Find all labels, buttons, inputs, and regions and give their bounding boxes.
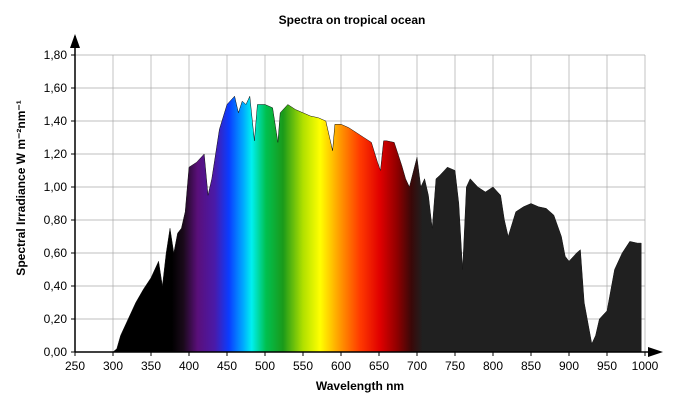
y-tick-label: 1,00 (44, 180, 68, 194)
x-tick-label: 600 (331, 359, 351, 373)
x-tick-label: 900 (559, 359, 579, 373)
y-tick-label: 1,60 (44, 81, 68, 95)
x-tick-label: 750 (445, 359, 465, 373)
x-axis-label: Wavelength nm (316, 379, 404, 393)
y-tick-label: 1,20 (44, 147, 68, 161)
x-tick-label: 700 (407, 359, 427, 373)
x-tick-label: 400 (179, 359, 199, 373)
x-axis-arrow-icon (648, 347, 663, 357)
y-tick-label: 0,00 (44, 345, 68, 359)
x-tick-label: 550 (293, 359, 313, 373)
x-tick-label: 250 (65, 359, 85, 373)
y-tick-label: 1,80 (44, 48, 68, 62)
y-tick-label: 0,60 (44, 246, 68, 260)
y-axis-arrow-icon (70, 34, 80, 48)
x-tick-label: 350 (141, 359, 161, 373)
chart-title: Spectra on tropical ocean (279, 13, 426, 27)
x-tick-label: 950 (597, 359, 617, 373)
x-tick-label: 850 (521, 359, 541, 373)
x-tick-label: 800 (483, 359, 503, 373)
y-tick-label: 1,40 (44, 114, 68, 128)
x-tick-label: 300 (103, 359, 123, 373)
y-axis-label: Spectral Irradiance W m⁻²nm⁻¹ (14, 100, 28, 275)
x-tick-label: 650 (369, 359, 389, 373)
x-tick-label: 450 (217, 359, 237, 373)
x-tick-label: 1000 (632, 359, 659, 373)
x-tick-label: 500 (255, 359, 275, 373)
y-tick-label: 0,20 (44, 312, 68, 326)
spectrum-area (105, 95, 642, 353)
y-tick-label: 0,40 (44, 279, 68, 293)
y-tick-label: 0,80 (44, 213, 68, 227)
axes (70, 34, 663, 357)
